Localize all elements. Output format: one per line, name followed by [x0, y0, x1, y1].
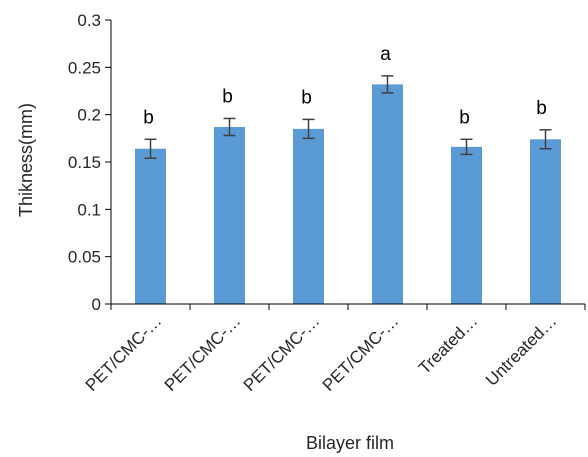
significance-label: a [380, 44, 391, 65]
significance-label: b [301, 87, 312, 108]
y-axis-title: Thikness(mm) [16, 103, 36, 217]
error-bars [144, 75, 552, 159]
bar [530, 139, 561, 304]
significance-label: b [459, 107, 470, 128]
significance-label: b [143, 107, 154, 128]
y-tick-label: 0.15 [68, 153, 101, 172]
x-tick-label: PET/CMC-… [240, 311, 324, 395]
x-tick-label: PET/CMC-… [82, 311, 166, 395]
bar [214, 126, 245, 305]
y-tick-label: 0.1 [77, 200, 101, 219]
x-axis-ticks: PET/CMC-…PET/CMC-…PET/CMC-…PET/CMC-… Trea… [82, 304, 586, 395]
x-axis-title: Bilayer film [306, 433, 394, 453]
significance-label: b [222, 86, 233, 107]
y-axis-ticks: 0 0.05 0.1 0.15 0.2 0.25 0.3 [68, 11, 111, 314]
bars [135, 84, 561, 305]
significance-labels: b b b a b b [143, 44, 547, 128]
bar [451, 146, 482, 304]
bar [135, 148, 166, 304]
y-tick-label: 0 [92, 295, 101, 314]
x-tick-label: Untreated… [482, 311, 560, 389]
y-tick-label: 0.2 [77, 106, 101, 125]
x-tick-label: PET/CMC-… [161, 311, 245, 395]
x-tick-label: Treated… [415, 311, 481, 377]
y-tick-label: 0.3 [77, 11, 101, 30]
bar [293, 128, 324, 304]
bar [372, 84, 403, 304]
significance-label: b [536, 98, 547, 119]
y-tick-label: 0.05 [68, 248, 101, 267]
x-tick-label: PET/CMC-… [319, 311, 403, 395]
y-tick-label: 0.25 [68, 58, 101, 77]
